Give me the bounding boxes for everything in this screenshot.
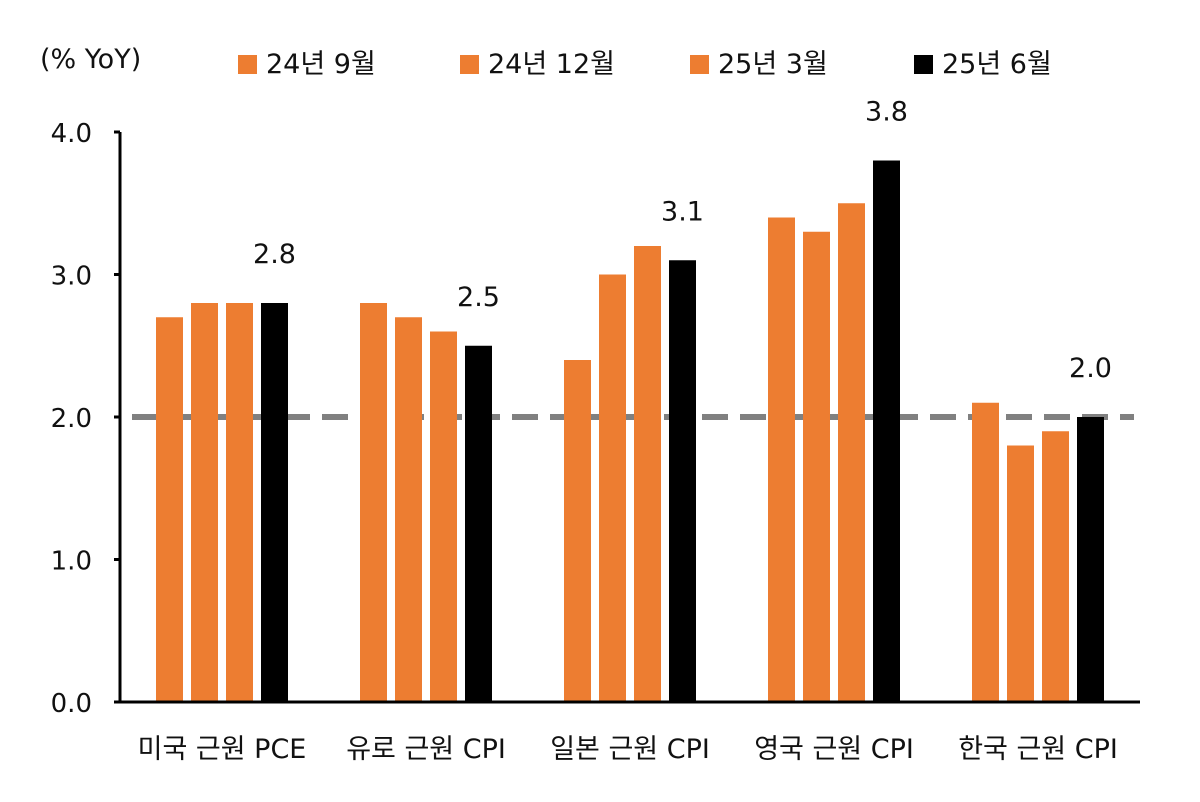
data-label: 2.0: [1069, 353, 1112, 384]
legend: 24년 9월 24년 12월 25년 3월 25년 6월: [238, 49, 1052, 80]
category-label: 미국 근원 PCE: [138, 734, 307, 765]
y-tick-label: 3.0: [51, 262, 92, 292]
y-tick-label: 2.0: [51, 404, 92, 434]
y-axis-unit-label: (% YoY): [40, 44, 141, 75]
bar-3-series-1: [564, 360, 591, 702]
bar-2-series-3: [430, 331, 457, 702]
bar-4-series-2: [803, 231, 830, 702]
legend-swatch: [690, 55, 709, 74]
data-label: 2.8: [253, 239, 296, 270]
data-label: 3.1: [661, 196, 704, 227]
category-label: 영국 근원 CPI: [754, 734, 914, 765]
legend-swatch: [460, 55, 479, 74]
bar-2-series-2: [395, 317, 422, 702]
legend-swatch: [238, 55, 257, 74]
data-label: 2.5: [457, 282, 500, 313]
legend-label: 25년 3월: [718, 49, 828, 80]
bar-5-series-1: [972, 402, 999, 702]
category-label: 한국 근원 CPI: [958, 734, 1118, 765]
bar-1-series-3: [226, 303, 253, 702]
data-label: 3.8: [865, 97, 908, 128]
axes-group: 0.0 1.0 2.0 3.0 4.0: [51, 119, 1140, 719]
bar-1-series-1: [156, 317, 183, 702]
y-tick-label: 4.0: [51, 119, 92, 149]
bar-4-series-4: [873, 160, 900, 702]
bar-4-series-3: [838, 203, 865, 702]
legend-label: 24년 12월: [488, 49, 615, 80]
category-label: 유로 근원 CPI: [346, 734, 506, 765]
bar-5-series-3: [1042, 431, 1069, 702]
legend-label: 24년 9월: [266, 49, 376, 80]
bar-3-series-4: [669, 260, 696, 702]
bar-4-series-1: [768, 217, 795, 702]
bar-2-series-1: [360, 303, 387, 702]
bar-2-series-4: [465, 345, 492, 702]
bar-5-series-2: [1007, 445, 1034, 702]
bar-5-series-4: [1077, 417, 1104, 702]
legend-label: 25년 6월: [942, 49, 1052, 80]
bar-1-series-2: [191, 303, 218, 702]
y-tick-label: 1.0: [51, 547, 92, 577]
y-tick-label: 0.0: [51, 689, 92, 719]
category-label: 일본 근원 CPI: [550, 734, 710, 765]
labels-group: 2.8 미국 근원 PCE 2.5 유로 근원 CPI 3.1 일본 근원 CPI 3.8 영…: [138, 97, 1118, 766]
bar-3-series-3: [634, 246, 661, 702]
bars-group: [156, 160, 1104, 702]
bar-1-series-4: [261, 303, 288, 702]
legend-swatch: [914, 55, 933, 74]
bar-3-series-2: [599, 274, 626, 702]
